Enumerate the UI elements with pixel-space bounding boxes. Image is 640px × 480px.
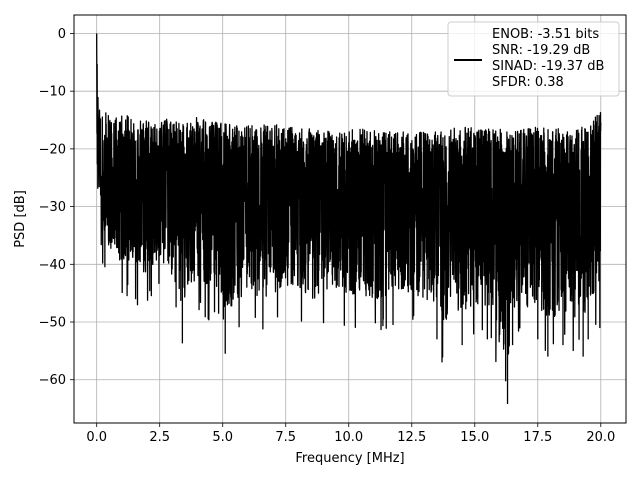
x-tick-label: 5.0 xyxy=(212,430,233,445)
legend-enob: ENOB: -3.51 bits xyxy=(492,27,599,42)
x-tick-label: 10.0 xyxy=(334,430,363,445)
legend-snr: SNR: -19.29 dB xyxy=(492,43,590,58)
x-axis-label: Frequency [MHz] xyxy=(295,451,404,466)
legend-box xyxy=(447,21,620,97)
x-tick-label: 15.0 xyxy=(460,430,489,445)
series-layer xyxy=(96,33,602,404)
legend-sinad: SINAD: -19.37 dB xyxy=(492,59,604,74)
x-tick-label: 2.5 xyxy=(149,430,170,445)
x-tick-label: 7.5 xyxy=(275,430,296,445)
y-axis-label: PSD [dB] xyxy=(13,190,28,248)
psd-series-line xyxy=(96,33,602,404)
plot-frame xyxy=(73,14,627,424)
y-tick-label: −40 xyxy=(39,258,66,273)
y-tick-label: −10 xyxy=(39,85,66,100)
x-tick-label: 17.5 xyxy=(523,430,552,445)
y-tick-label: −20 xyxy=(39,142,66,157)
x-axis: 0.0 2.5 5.0 7.5 10.0 12.5 15.0 17.5 20.0 xyxy=(86,423,615,445)
y-tick-label: −50 xyxy=(39,316,66,331)
legend: ENOB: -3.51 bits SNR: -19.29 dB SINAD: -… xyxy=(447,21,620,97)
x-tick-label: 12.5 xyxy=(397,430,426,445)
legend-sfdr: SFDR: 0.38 xyxy=(492,75,564,90)
x-tick-label: 0.0 xyxy=(86,430,107,445)
x-tick-label: 20.0 xyxy=(586,430,615,445)
y-tick-label: −60 xyxy=(39,373,66,388)
y-tick-label: 0 xyxy=(58,27,66,42)
y-axis: 0 −10 −20 −30 −40 −50 −60 xyxy=(39,27,74,388)
y-tick-label: −30 xyxy=(39,200,66,215)
